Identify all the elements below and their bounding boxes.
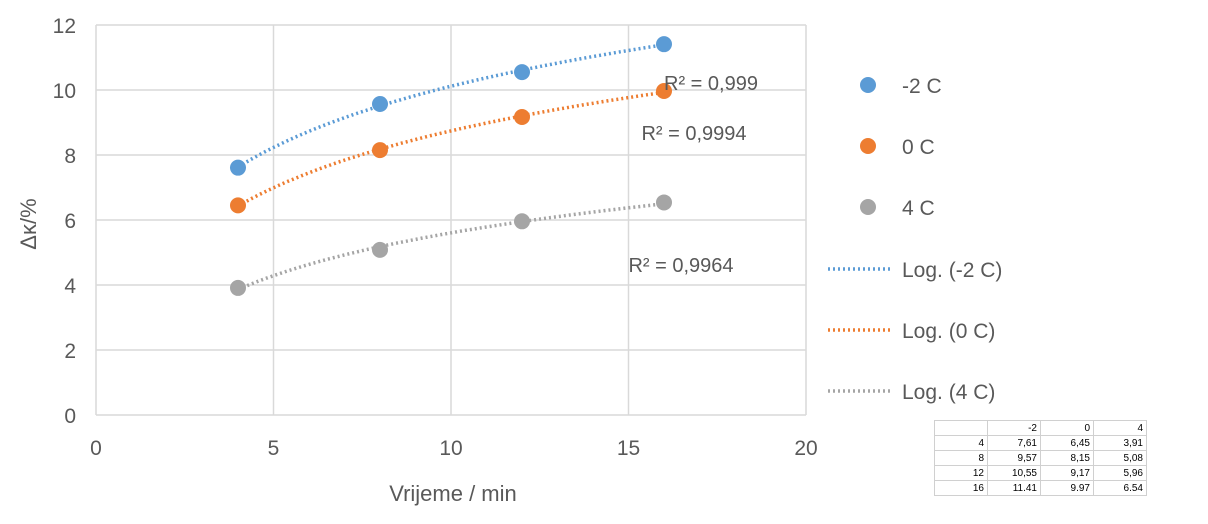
legend-marker (860, 199, 876, 215)
table-row: 4 7,61 6,45 3,91 (934, 435, 1147, 451)
y-tick-label: 0 (64, 405, 76, 428)
r2-labels: R² = 0,999 R² = 0,9994 R² = 0,9964 (628, 73, 758, 277)
legend-trend-label: Log. (-2 C) (902, 259, 1002, 282)
table-cell: 10,55 (987, 465, 1041, 481)
table-cell: 5,96 (1093, 465, 1147, 481)
table-header-cell (934, 420, 988, 436)
y-tick-label: 2 (64, 340, 76, 363)
table-cell: 6,45 (1040, 435, 1094, 451)
y-tick-label: 10 (53, 80, 76, 103)
y-tick-label: 8 (64, 145, 76, 168)
legend-label: -2 C (902, 75, 942, 98)
data-point (372, 95, 388, 112)
table-cell: 9,57 (987, 450, 1041, 466)
trendline-2 (237, 202, 665, 292)
data-table: -2 0 4 4 7,61 6,45 3,91 8 9,57 8,15 5,08 12 10,55 9,1… (934, 420, 1147, 496)
data-point (230, 279, 246, 296)
table-header-row: -2 0 4 (934, 420, 1147, 436)
table-cell: 11.41 (987, 480, 1041, 496)
legend-label: 4 C (902, 197, 935, 220)
data-point (514, 213, 530, 230)
legend-label: 0 C (902, 136, 935, 159)
data-point (656, 82, 672, 99)
data-point (514, 108, 530, 125)
r2-label: R² = 0,999 (664, 73, 758, 95)
table-row: 12 10,55 9,17 5,96 (934, 465, 1147, 481)
legend: -2 C 0 C 4 C Log. (-2 C) Log. (0 C) Log. (4 C… (828, 75, 1002, 404)
data-point (230, 197, 246, 214)
table-cell: 9,17 (1040, 465, 1094, 481)
table-row: 16 11.41 9.97 6.54 (934, 480, 1147, 496)
y-tick-label: 4 (64, 275, 76, 298)
grid (95, 24, 807, 416)
table-cell: 3,91 (1093, 435, 1147, 451)
data-point (656, 36, 672, 53)
table-header-cell: 0 (1040, 420, 1094, 436)
x-tick-label: 0 (90, 437, 102, 460)
legend-trend-label: Log. (4 C) (902, 381, 995, 404)
table-cell: 12 (934, 465, 988, 481)
x-tick-label: 10 (439, 437, 462, 460)
table-cell: 16 (934, 480, 988, 496)
legend-marker (860, 77, 876, 93)
data-point (230, 159, 246, 176)
y-tick-label: 6 (64, 210, 76, 233)
legend-trend-label: Log. (0 C) (902, 320, 995, 343)
trendline-1 (237, 90, 665, 208)
x-tick-label: 5 (268, 437, 280, 460)
data-point (656, 194, 672, 211)
data-points (230, 36, 672, 296)
y-axis-label: Δκ/% (16, 198, 41, 249)
r2-label: R² = 0,9964 (628, 255, 733, 277)
data-point (372, 142, 388, 159)
table-cell: 6.54 (1093, 480, 1147, 496)
table-cell: 7,61 (987, 435, 1041, 451)
y-tick-label: 12 (53, 15, 76, 38)
table-cell: 5,08 (1093, 450, 1147, 466)
table-header-cell: 4 (1093, 420, 1147, 436)
table-header-cell: -2 (987, 420, 1041, 436)
data-point (514, 64, 530, 81)
table-cell: 8 (934, 450, 988, 466)
r2-label: R² = 0,9994 (641, 123, 746, 145)
table-cell: 9.97 (1040, 480, 1094, 496)
x-tick-label: 15 (617, 437, 640, 460)
x-axis: 0 5 10 15 20 (90, 437, 818, 460)
y-axis: 0 2 4 6 8 10 12 (53, 15, 77, 428)
table-row: 8 9,57 8,15 5,08 (934, 450, 1147, 466)
table-cell: 4 (934, 435, 988, 451)
table-cell: 8,15 (1040, 450, 1094, 466)
x-tick-label: 20 (794, 437, 817, 460)
legend-marker (860, 138, 876, 154)
x-axis-label: Vrijeme / min (389, 481, 517, 506)
data-point (372, 241, 388, 258)
trendlines (237, 43, 665, 292)
